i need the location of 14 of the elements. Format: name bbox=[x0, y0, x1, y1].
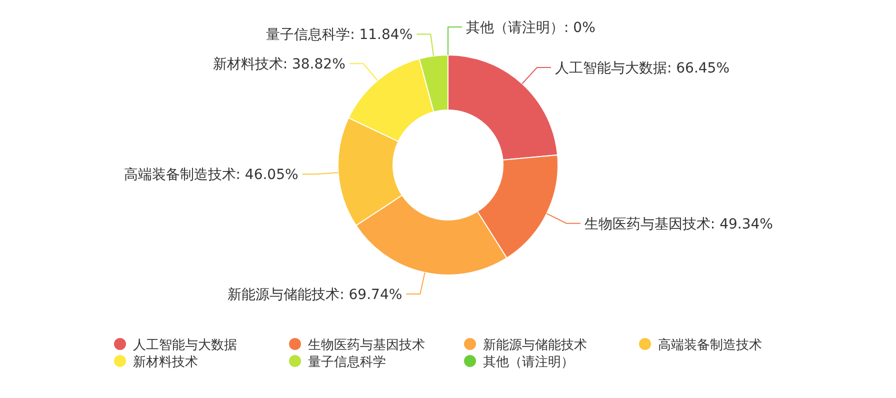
data-label: 新能源与储能技术: 69.74% bbox=[228, 287, 402, 304]
data-label: 人工智能与大数据: 66.45% bbox=[554, 60, 730, 76]
legend-label: 高端装备制造技术 bbox=[658, 337, 762, 353]
legend-label: 量子信息科学 bbox=[308, 355, 386, 370]
legend-label: 人工智能与大数据 bbox=[133, 338, 237, 353]
data-label: 生物医药与基因技术: 49.34% bbox=[584, 216, 773, 232]
legend-label: 新材料技术 bbox=[133, 355, 198, 370]
data-label: 新材料技术: 38.82% bbox=[212, 56, 346, 73]
data-label: 高端装备制造技术: 46.05% bbox=[124, 167, 298, 184]
data-label: 量子信息科学: 11.84% bbox=[266, 27, 413, 44]
legend-label: 生物医药与基因技术 bbox=[308, 338, 425, 353]
legend-label: 新能源与储能技术 bbox=[483, 338, 587, 353]
legend-label: 其他（请注明） bbox=[483, 355, 574, 370]
text: 其他（请注明）: 0% bbox=[466, 20, 596, 36]
